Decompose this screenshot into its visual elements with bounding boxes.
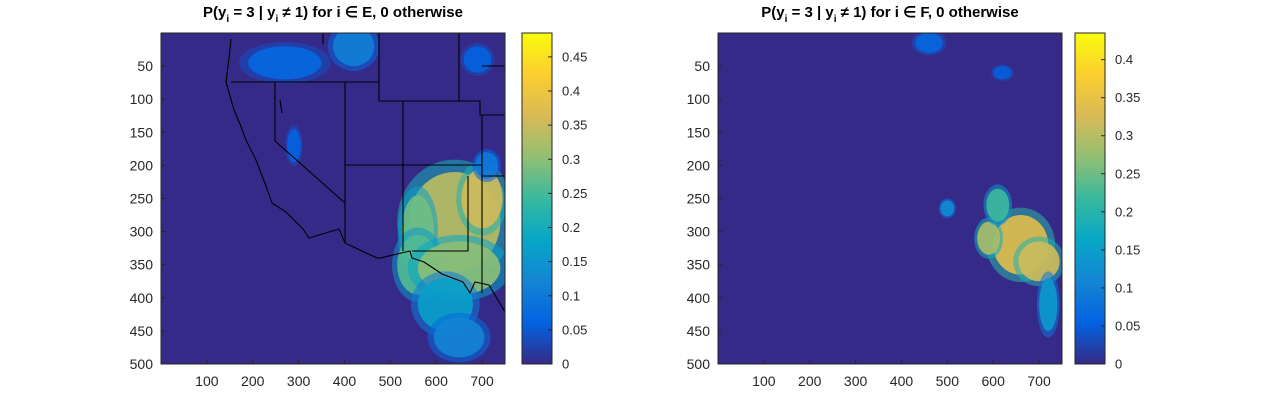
colorbar-tick-label: 0.35 <box>562 118 587 133</box>
colorbar-tick-label: 0.2 <box>1115 204 1133 219</box>
colorbar-tick-label: 0.45 <box>562 49 587 64</box>
heat-cell <box>1039 277 1058 331</box>
heat-cell <box>1018 241 1060 282</box>
heatmap-cells-e <box>238 33 505 363</box>
colorbar-tick-label: 0.05 <box>562 322 587 337</box>
x-axis-e: 100 200 300 400 500 600 700 <box>195 360 494 389</box>
heatmap-panel-e: P(yi = 3 | yi ≠ 1) for i ∈ E, 0 otherwis… <box>130 4 588 389</box>
y-tick-label: 300 <box>687 224 711 240</box>
x-tick-label: 600 <box>425 373 449 389</box>
colorbar-ticks-f: 0 0.05 0.1 0.15 0.2 0.25 0.3 0.35 0.4 <box>1101 52 1140 372</box>
heat-cell <box>993 66 1012 80</box>
y-axis-e: 50 100 150 200 250 300 350 400 450 500 <box>130 58 165 372</box>
x-tick-label: 500 <box>379 373 403 389</box>
x-tick-label: 200 <box>798 373 822 389</box>
heatmap-cells-f <box>911 33 1062 338</box>
y-tick-label: 100 <box>130 91 154 107</box>
y-tick-label: 450 <box>687 323 711 339</box>
x-tick-label: 200 <box>241 373 265 389</box>
state-borders-e <box>225 33 505 313</box>
x-tick-label: 400 <box>890 373 914 389</box>
heat-cell <box>940 200 955 217</box>
x-tick-label: 300 <box>844 373 868 389</box>
y-tick-label: 200 <box>130 157 154 173</box>
y-tick-label: 500 <box>130 356 154 372</box>
colorbar-tick-label: 0.3 <box>562 152 580 167</box>
x-tick-label: 600 <box>982 373 1006 389</box>
x-tick-label: 500 <box>936 373 960 389</box>
colorbar-tick-label: 0.25 <box>1115 166 1140 181</box>
y-tick-label: 50 <box>694 58 710 74</box>
chart-title-e: P(yi = 3 | yi ≠ 1) for i ∈ E, 0 otherwis… <box>203 4 463 25</box>
heat-cell <box>986 188 1010 222</box>
y-tick-label: 200 <box>687 157 711 173</box>
y-tick-label: 450 <box>130 323 154 339</box>
colorbar-tick-label: 0.15 <box>1115 242 1140 257</box>
x-tick-label: 400 <box>333 373 357 389</box>
colorbar-tick-label: 0 <box>562 357 569 372</box>
colorbar-tick-label: 0.25 <box>562 186 587 201</box>
heat-cell <box>433 317 485 358</box>
colorbar-tick-label: 0.1 <box>562 288 580 303</box>
y-tick-label: 300 <box>130 224 154 240</box>
colorbar-f <box>1074 32 1106 365</box>
heat-cell <box>915 33 943 53</box>
x-tick-label: 700 <box>470 373 494 389</box>
y-tick-label: 350 <box>687 257 711 273</box>
colorbar-tick-label: 0.15 <box>562 254 587 269</box>
heat-cell <box>463 46 492 73</box>
y-axis-f: 50 100 150 200 250 300 350 400 450 500 <box>687 58 722 372</box>
heat-cell <box>333 33 375 67</box>
y-tick-label: 250 <box>130 191 154 207</box>
x-tick-label: 700 <box>1027 373 1051 389</box>
y-tick-label: 250 <box>687 191 711 207</box>
x-tick-label: 100 <box>752 373 776 389</box>
y-tick-label: 400 <box>687 290 711 306</box>
colorbar-tick-label: 0.05 <box>1115 318 1140 333</box>
chart-title-f: P(yi = 3 | yi ≠ 1) for i ∈ F, 0 otherwis… <box>761 4 1018 25</box>
colorbar-ticks-e: 0 0.05 0.1 0.15 0.2 0.25 0.3 0.35 0.4 0.45 <box>548 49 587 372</box>
y-tick-label: 50 <box>137 58 153 74</box>
colorbar-tick-label: 0.1 <box>1115 280 1133 295</box>
heat-cell <box>977 221 1001 255</box>
heat-cell <box>287 128 301 163</box>
y-tick-label: 500 <box>687 356 711 372</box>
x-axis-f: 100 200 300 400 500 600 700 <box>752 360 1051 389</box>
y-tick-label: 150 <box>687 124 711 140</box>
colorbar-tick-label: 0.2 <box>562 220 580 235</box>
x-tick-label: 100 <box>195 373 219 389</box>
heat-cell <box>248 46 322 80</box>
y-tick-label: 100 <box>687 91 711 107</box>
y-tick-label: 150 <box>130 124 154 140</box>
colorbar-tick-label: 0.35 <box>1115 90 1140 105</box>
colorbar-tick-label: 0 <box>1115 357 1122 372</box>
y-tick-label: 400 <box>130 290 154 306</box>
colorbar-tick-label: 0.4 <box>1115 52 1133 67</box>
colorbar-tick-label: 0.3 <box>1115 128 1133 143</box>
heat-cell <box>475 152 499 179</box>
heatmap-panel-f: P(yi = 3 | yi ≠ 1) for i ∈ F, 0 otherwis… <box>687 4 1141 389</box>
colorbar-e <box>521 32 553 365</box>
colorbar-tick-label: 0.4 <box>562 84 580 99</box>
x-tick-label: 300 <box>287 373 311 389</box>
y-tick-label: 350 <box>130 257 154 273</box>
